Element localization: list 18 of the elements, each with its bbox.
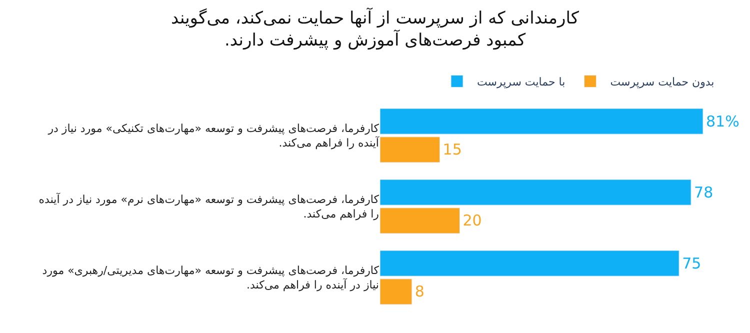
- legend-label: بدون حمایت سرپرست: [610, 76, 714, 89]
- bar: [380, 179, 692, 206]
- data-label: 20: [462, 212, 482, 230]
- data-label: 78: [694, 183, 714, 202]
- bar: [380, 108, 704, 134]
- chart-title: کارمندانی که از سرپرست از آنها حمایت نمی‌کند، می‌گویند کمبود فرصت‌های آموزش و پیشرفت دارند.: [171, 7, 580, 50]
- y-tick-label: کارفرما، فرصت‌های پیشرفت و توسعه «مهارت‌های مدیریتی/رهبری» مورد نیاز در آینده را فراهم می‌کند.: [42, 264, 380, 292]
- data-label: 15: [442, 140, 462, 159]
- data-label: 75: [682, 254, 702, 272]
- bar: [380, 208, 460, 234]
- y-tick-label: کارفرما، فرصت‌های پیشرفت و توسعه «مهارت‌های تکنیکی» مورد نیاز در آینده را فراهم می‌کند.: [47, 122, 380, 150]
- data-label: 81%: [706, 112, 740, 130]
- bar: [380, 278, 412, 305]
- data-label: 8: [414, 282, 424, 301]
- legend-label: با حمایت سرپرست: [477, 76, 566, 89]
- y-tick-label: کارفرما، فرصت‌های پیشرفت و توسعه «مهارت‌های نرم» مورد نیاز در آینده را فراهم می‌کند.: [38, 192, 380, 220]
- bar: [380, 136, 440, 163]
- bar: [380, 250, 680, 276]
